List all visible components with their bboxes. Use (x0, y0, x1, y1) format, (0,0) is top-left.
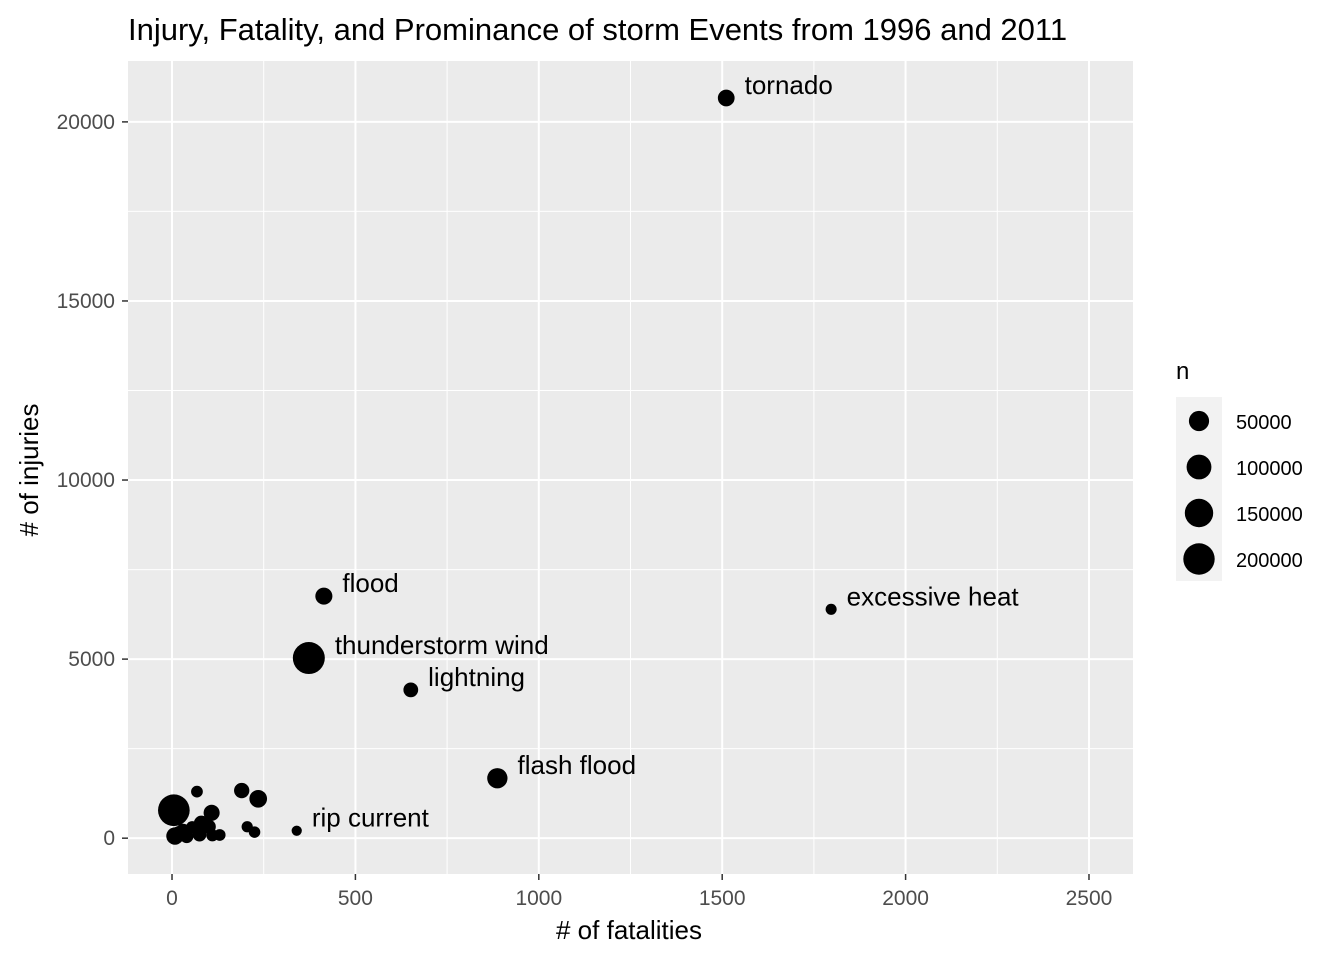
data-point (403, 682, 419, 698)
data-point-label: lightning (428, 662, 525, 692)
data-point-label: excessive heat (847, 581, 1020, 611)
y-axis-ticks: 0 5000 10000 15000 20000 (57, 111, 128, 850)
data-point (292, 642, 325, 675)
data-point (158, 794, 190, 827)
data-point (248, 826, 261, 838)
point-labels: tornado excessive heat flood thunderstorm w… (312, 70, 1020, 833)
legend-key-label: 50000 (1236, 412, 1292, 434)
data-point (203, 804, 220, 821)
legend-key-circle (1186, 454, 1212, 480)
y-tick-label: 5000 (68, 648, 115, 671)
legend-key-label: 100000 (1236, 458, 1303, 480)
data-point (291, 825, 302, 836)
x-tick-label: 500 (338, 887, 373, 910)
data-point-label: rip current (312, 803, 430, 833)
chart-title: Injury, Fatality, and Prominance of stor… (128, 12, 1067, 47)
x-tick-label: 1500 (699, 887, 746, 910)
x-tick-label: 1000 (515, 887, 562, 910)
data-point (825, 603, 837, 615)
x-tick-label: 0 (166, 887, 178, 910)
data-point (213, 829, 226, 841)
data-point (234, 782, 250, 799)
legend-key-label: 200000 (1236, 550, 1303, 572)
data-point-label: flood (342, 568, 398, 598)
legend-key-circle (1184, 498, 1214, 528)
x-axis-title: # of fatalities (556, 915, 702, 945)
size-legend: n 50000 100000 150000 200000 (1176, 358, 1303, 581)
data-point (717, 89, 735, 107)
x-axis-ticks: 0 500 1000 1500 2000 2500 (166, 874, 1112, 910)
y-tick-label: 0 (103, 827, 115, 850)
y-tick-label: 20000 (57, 111, 115, 134)
y-axis-title: # of injuries (14, 404, 44, 537)
x-tick-label: 2000 (882, 887, 929, 910)
y-tick-label: 15000 (57, 290, 115, 313)
legend-key-circle (1188, 410, 1210, 432)
y-tick-label: 10000 (57, 469, 115, 492)
data-point-label: tornado (745, 70, 833, 100)
legend-key-circle (1183, 543, 1215, 575)
legend-title: n (1176, 358, 1189, 385)
data-point-label: thunderstorm wind (335, 630, 549, 660)
data-points (158, 89, 837, 845)
data-point (249, 789, 268, 808)
x-tick-label: 2500 (1066, 887, 1113, 910)
grid-lines (128, 61, 1133, 874)
data-point (192, 827, 207, 842)
legend-key-label: 150000 (1236, 504, 1303, 526)
data-point (487, 768, 508, 789)
data-point (191, 785, 203, 798)
data-point (315, 587, 333, 605)
data-point-label: flash flood (518, 750, 637, 780)
